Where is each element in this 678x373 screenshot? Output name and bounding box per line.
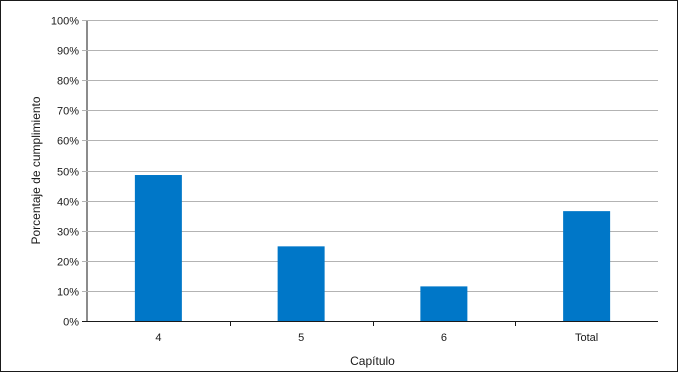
y-tick-label: 10% <box>57 287 79 299</box>
y-tick-label: 30% <box>57 227 79 239</box>
y-tick-labels: 0% 10% 20% 30% 40% 50% 60% 70% 80% 90% 100% <box>51 16 79 329</box>
bar-5 <box>277 246 325 321</box>
y-tick-label: 60% <box>57 136 79 148</box>
y-tick-label: 40% <box>57 197 79 209</box>
bar-6 <box>420 286 468 321</box>
y-tick-label: 70% <box>57 106 79 118</box>
bar-total <box>563 211 611 321</box>
y-tick-label: 80% <box>57 76 79 88</box>
y-tick-label: 50% <box>57 167 79 179</box>
y-tick-label: 0% <box>63 317 79 329</box>
bar-4 <box>134 175 182 321</box>
y-axis-title: Porcentaje de cumplimiento <box>29 96 43 244</box>
x-tick-label: 4 <box>155 332 161 344</box>
x-tick-label: Total <box>575 332 598 344</box>
y-tick-label: 20% <box>57 257 79 269</box>
x-axis-title: Capítulo <box>350 354 395 368</box>
x-tick-labels: 4 5 6 Total <box>155 332 598 344</box>
x-tick-label: 6 <box>441 332 447 344</box>
y-tick-label: 90% <box>57 46 79 58</box>
y-tick-label: 100% <box>51 16 79 28</box>
x-tick-label: 5 <box>298 332 304 344</box>
bars <box>134 175 611 321</box>
